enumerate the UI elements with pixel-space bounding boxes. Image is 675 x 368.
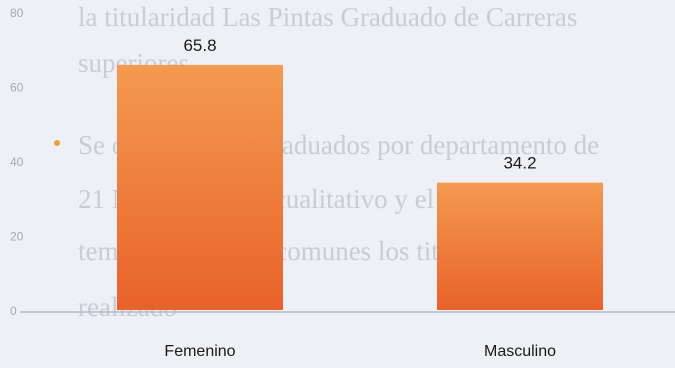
- background-text-line: la titularidad Las Pintas Graduado de Ca…: [78, 2, 578, 32]
- x-tick-label: Femenino: [164, 343, 235, 360]
- y-tick-label: 80: [10, 6, 24, 20]
- bar-femenino: [117, 64, 283, 311]
- y-tick-label: 60: [10, 81, 24, 95]
- bullet-icon: [54, 140, 60, 146]
- x-tick-label: Masculino: [484, 343, 556, 360]
- data-label: 34.2: [503, 154, 536, 173]
- data-label: 65.8: [183, 36, 216, 55]
- y-tick-label: 40: [10, 155, 24, 169]
- y-tick-label: 0: [10, 304, 17, 318]
- y-tick-label: 20: [10, 230, 24, 244]
- bar-masculino: [437, 182, 603, 310]
